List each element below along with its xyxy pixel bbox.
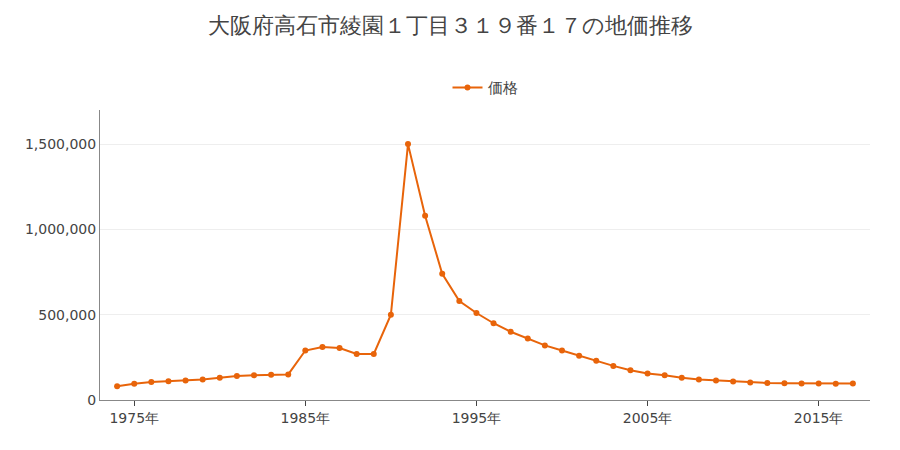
svg-text:大阪府高石市綾園１丁目３１９番１７の地価推移: 大阪府高石市綾園１丁目３１９番１７の地価推移 xyxy=(208,13,693,38)
svg-text:2015年: 2015年 xyxy=(794,410,844,426)
svg-text:500,000: 500,000 xyxy=(38,307,96,323)
svg-text:1,500,000: 1,500,000 xyxy=(25,136,96,152)
svg-text:1975年: 1975年 xyxy=(109,410,159,426)
svg-text:0: 0 xyxy=(87,392,96,408)
svg-text:2005年: 2005年 xyxy=(623,410,673,426)
svg-text:価格: 価格 xyxy=(488,79,518,97)
svg-text:1,000,000: 1,000,000 xyxy=(25,221,96,237)
svg-text:1985年: 1985年 xyxy=(281,410,331,426)
svg-text:1995年: 1995年 xyxy=(452,410,502,426)
